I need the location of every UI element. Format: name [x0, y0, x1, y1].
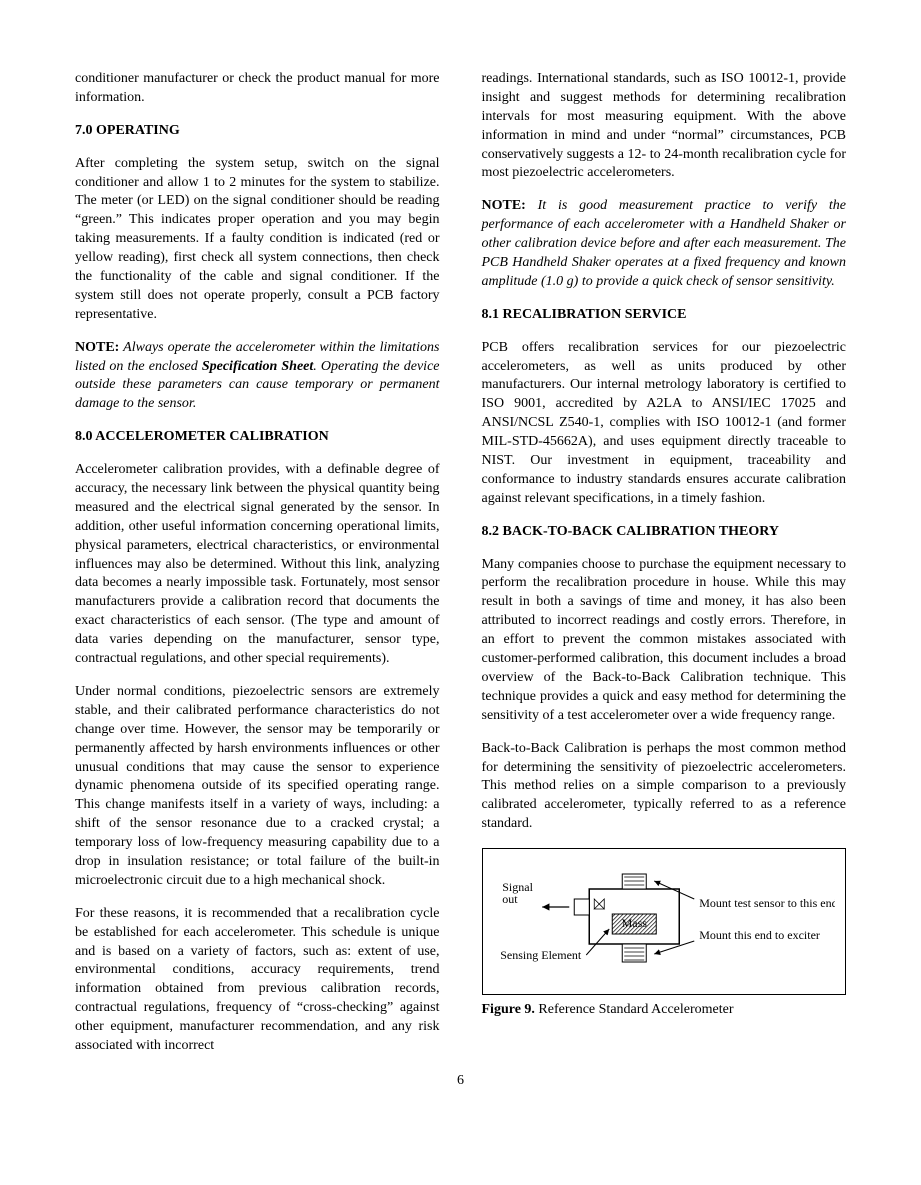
page-number: 6 [0, 1072, 921, 1091]
figure-label-mount-exciter: Mount this end to exciter [699, 928, 820, 942]
paragraph-8-2-b: Back-to-Back Calibration is perhaps the … [482, 740, 847, 834]
figure-label-mount-test: Mount test sensor to this end [699, 896, 835, 910]
paragraph-8-0-b: Under normal conditions, piezoelectric s… [75, 683, 440, 891]
paragraph-readings-cont: readings. International standards, such … [482, 70, 847, 183]
paragraph-8-0-c: For these reasons, it is recommended tha… [75, 905, 440, 1056]
paragraph-7-0: After completing the system setup, switc… [75, 155, 440, 325]
figure-label-sensing-element: Sensing Element [500, 948, 582, 962]
figure-9-caption-body: Reference Standard Accelerometer [535, 1002, 734, 1017]
figure-label-mass: Mass [621, 916, 647, 930]
note-1-spec-sheet: Specification Sheet [202, 359, 313, 374]
heading-7-0: 7.0 OPERATING [75, 122, 440, 141]
paragraph-8-1: PCB offers recalibration services for ou… [482, 339, 847, 509]
figure-9-box: Mass Signalout Sensing Element Mount tes… [482, 848, 847, 995]
paragraph-8-0-a: Accelerometer calibration provides, with… [75, 461, 440, 669]
heading-8-1: 8.1 RECALIBRATION SERVICE [482, 306, 847, 325]
figure-9-caption-lead: Figure 9. [482, 1002, 535, 1017]
figure-9-caption: Figure 9. Reference Standard Acceleromet… [482, 1001, 847, 1020]
figure-label-signal-out: Signalout [502, 880, 533, 906]
figure-9-svg: Mass Signalout Sensing Element Mount tes… [493, 859, 836, 979]
paragraph-intro: conditioner manufacturer or check the pr… [75, 70, 440, 108]
note-2-lead: NOTE: [482, 198, 526, 213]
two-column-body: conditioner manufacturer or check the pr… [75, 70, 846, 1056]
note-2: NOTE: It is good measurement practice to… [482, 197, 847, 291]
paragraph-8-2-a: Many companies choose to purchase the eq… [482, 556, 847, 726]
note-2-body: It is good measurement practice to verif… [482, 198, 847, 289]
figure-9-block: Mass Signalout Sensing Element Mount tes… [482, 848, 847, 1020]
note-1-lead: NOTE: [75, 340, 119, 355]
heading-8-2: 8.2 BACK-TO-BACK CALIBRATION THEORY [482, 523, 847, 542]
note-1: NOTE: Always operate the accelerometer w… [75, 339, 440, 415]
heading-8-0: 8.0 ACCELEROMETER CALIBRATION [75, 428, 440, 447]
